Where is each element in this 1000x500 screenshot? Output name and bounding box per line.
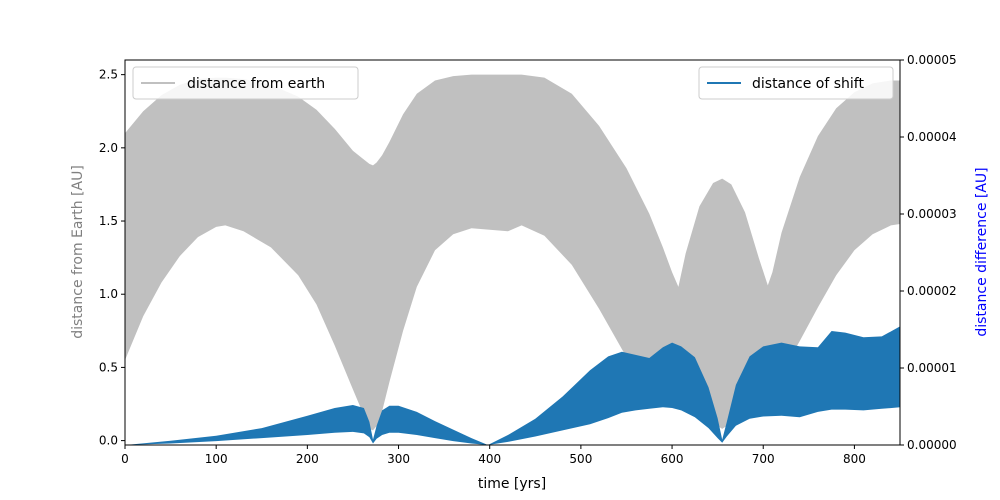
right-y-tick-label: 0.00002: [907, 284, 957, 298]
x-axis-title: time [yrs]: [478, 476, 546, 492]
left-y-tick-label: 0.5: [99, 360, 118, 374]
left-y-tick-label: 1.5: [99, 214, 118, 228]
plot-frame: [124, 59, 901, 446]
legend-right-box: [698, 66, 894, 100]
distance-of-shift-band: [125, 326, 900, 445]
x-tick-label: 200: [296, 452, 319, 466]
left-y-tick-label: 2.0: [99, 141, 118, 155]
legend-left: distance from earth: [132, 66, 359, 100]
legend-left-box: [132, 66, 359, 100]
x-tick-label: 500: [569, 452, 592, 466]
left-y-axis-title: distance from Earth [AU]: [70, 165, 86, 339]
left-y-tick-label: 1.0: [99, 287, 118, 301]
right-y-tick-label: 0.00003: [907, 207, 957, 221]
left-y-tick-label: 0.0: [99, 434, 118, 448]
right-y-axis-title: distance difference [AU]: [974, 167, 990, 336]
x-tick-label: 300: [387, 452, 410, 466]
right-y-axis-ticks: 0.00000 0.00001 0.00002 0.00003 0.00004 0.000…: [900, 53, 957, 452]
legend-shift-label: distance of shift: [752, 76, 864, 92]
x-tick-label: 400: [478, 452, 501, 466]
plot-area: [125, 74, 900, 445]
x-tick-label: 800: [843, 452, 866, 466]
left-y-tick-label: 2.5: [99, 68, 118, 82]
legend-right: distance of shift: [698, 66, 894, 100]
x-axis-ticks: 0 100 200 300 400 500 600 700 800: [121, 445, 866, 466]
x-tick-label: 700: [752, 452, 775, 466]
right-y-tick-label: 0.00001: [907, 361, 957, 375]
right-y-tick-label: 0.00000: [907, 438, 957, 452]
left-y-axis-ticks: 0.0 0.5 1.0 1.5 2.0 2.5: [99, 68, 125, 448]
x-tick-label: 100: [205, 452, 228, 466]
legend-earth-label: distance from earth: [187, 76, 325, 92]
distance-from-earth-band: [125, 74, 900, 431]
right-y-tick-label: 0.00004: [907, 130, 957, 144]
x-tick-label: 600: [661, 452, 684, 466]
x-tick-label: 0: [121, 452, 129, 466]
right-y-tick-label: 0.00005: [907, 53, 957, 67]
